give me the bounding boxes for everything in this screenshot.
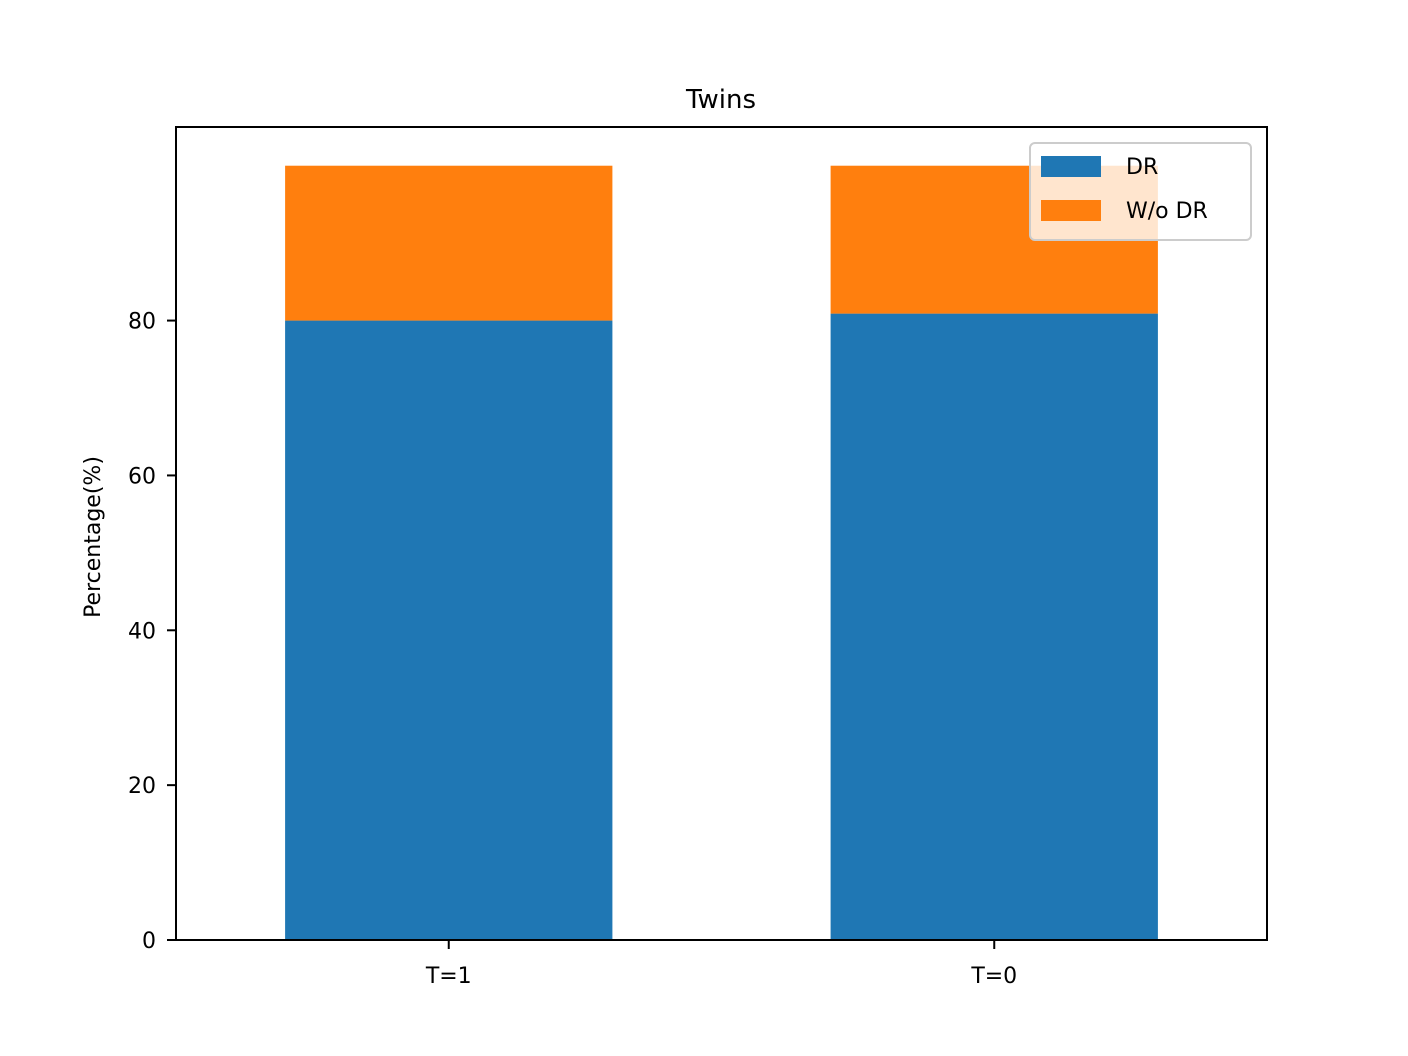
y-axis-label: Percentage(%)	[81, 456, 106, 618]
legend-label: W/o DR	[1126, 199, 1208, 224]
bar-dr-t-0	[830, 313, 1158, 940]
plot-frame	[175, 126, 1268, 941]
bar-dr-t-1	[285, 320, 613, 941]
legend: DR W/o DR	[1029, 142, 1252, 241]
y-tick-label: 80	[128, 310, 156, 335]
chart-title: Twins	[685, 85, 756, 115]
y-tick-label: 20	[128, 774, 156, 799]
x-tick-label: T=0	[970, 964, 1017, 989]
legend-swatch	[1041, 156, 1101, 177]
y-tick-label: 60	[128, 464, 156, 489]
bar-w-o-dr-t-1	[285, 165, 613, 321]
y-tick-label: 40	[128, 619, 156, 644]
legend-swatch	[1041, 200, 1101, 221]
x-axis: T=1 T=0	[425, 940, 1017, 989]
y-axis: 0 20 40 60 80	[128, 310, 176, 954]
y-tick-label: 0	[142, 929, 156, 954]
x-tick-label: T=1	[425, 964, 472, 989]
legend-label: DR	[1126, 155, 1158, 180]
bars-group	[285, 165, 1158, 941]
